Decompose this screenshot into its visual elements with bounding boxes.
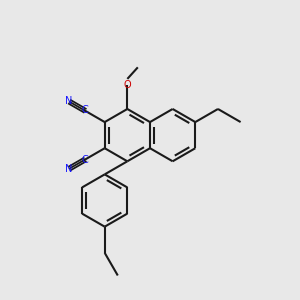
Text: O: O (124, 80, 131, 90)
Text: C: C (81, 105, 88, 116)
Text: N: N (65, 164, 72, 174)
Text: N: N (65, 96, 72, 106)
Text: C: C (81, 155, 88, 165)
